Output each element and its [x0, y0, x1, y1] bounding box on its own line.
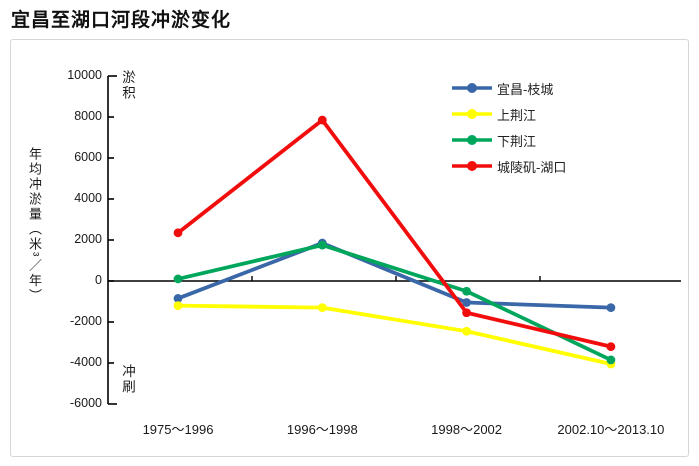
legend-label: 上荆江 — [497, 107, 537, 123]
legend-line-marker-icon — [452, 83, 492, 93]
y-tick-label: -6000 — [70, 396, 102, 410]
y-tick-label: 0 — [95, 273, 102, 287]
legend-label: 宜昌-枝城 — [497, 81, 554, 97]
y-tick-label: -2000 — [70, 314, 102, 328]
legend-label: 城陵矶-湖口 — [497, 159, 567, 175]
y-tick-label: 2000 — [74, 232, 102, 246]
erosion-annotation: 冲刷 — [120, 364, 135, 395]
deposition-annotation: 淤积 — [120, 70, 135, 101]
y-tick-label: 8000 — [74, 109, 102, 123]
legend-item: 城陵矶-湖口 — [452, 153, 566, 179]
x-tick-label: 2002.10～2013.10 — [557, 422, 665, 437]
x-tick-label: 1996～1998 — [286, 422, 358, 437]
legend-line-marker-icon — [452, 135, 492, 145]
y-tick-label: 6000 — [74, 150, 102, 164]
x-tick-label: 1975～1996 — [142, 422, 214, 437]
legend-item: 下荆江 — [452, 127, 566, 153]
legend-line-marker-icon — [452, 161, 492, 171]
legend-label: 下荆江 — [497, 133, 537, 149]
y-axis-title: 年均冲淤量（米³／年） — [27, 147, 42, 304]
legend-line-marker-icon — [452, 109, 492, 119]
y-tick-label: 10000 — [67, 68, 102, 82]
chart-title: 宜昌至湖口河段冲淤变化 — [11, 10, 232, 31]
y-tick-label: -4000 — [70, 355, 102, 369]
chart-panel — [10, 39, 689, 457]
legend-item: 宜昌-枝城 — [452, 75, 566, 101]
legend: 宜昌-枝城上荆江下荆江城陵矶-湖口 — [452, 75, 566, 179]
x-tick-label: 1998～2002 — [431, 422, 503, 437]
y-tick-label: 4000 — [74, 191, 102, 205]
legend-item: 上荆江 — [452, 101, 566, 127]
